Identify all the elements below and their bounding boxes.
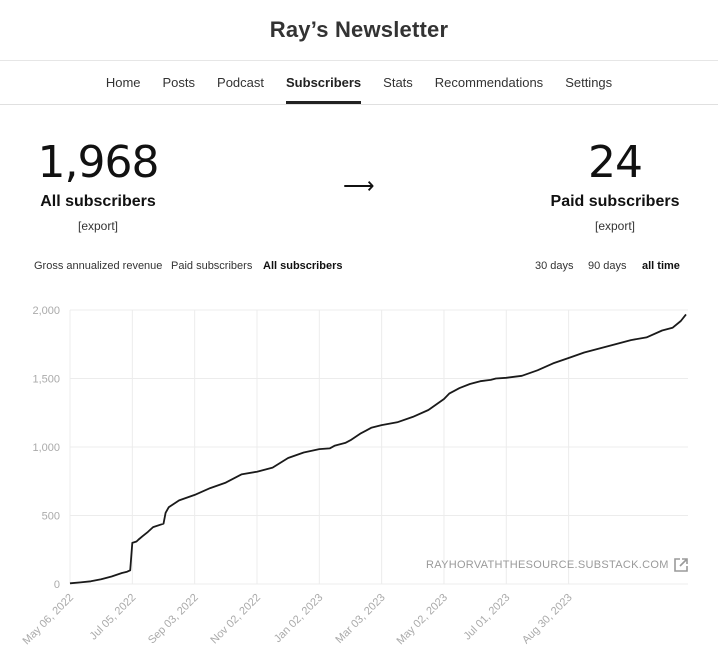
x-tick-label: Nov 02, 2022	[208, 592, 263, 647]
all-subscribers-count: 1,968	[37, 137, 160, 188]
nav-settings[interactable]: Settings	[565, 75, 613, 90]
nav-subscribers[interactable]: Subscribers	[275, 61, 372, 104]
chart-filters: Gross annualized revenue Paid subscriber…	[0, 255, 718, 285]
nav-podcast[interactable]: Podcast	[217, 75, 265, 90]
series-line-all-subscribers	[69, 313, 687, 585]
range-90-days[interactable]: 90 days	[588, 260, 627, 272]
x-tick-label: Jan 02, 2023	[272, 592, 325, 645]
x-tick-label: Sep 03, 2022	[146, 592, 201, 647]
y-tick-label: 1,500	[32, 374, 60, 386]
nav-home[interactable]: Home	[105, 75, 141, 90]
tab-gross-annualized-revenue[interactable]: Gross annualized revenue	[34, 260, 163, 272]
x-tick-label: Jul 05, 2022	[88, 592, 139, 643]
all-subscribers-export-link[interactable]: [export]	[77, 219, 119, 233]
paid-subscribers-label: Paid subscribers	[550, 193, 680, 210]
main-nav: Home Posts Podcast Subscribers Stats Rec…	[0, 61, 718, 105]
paid-subscribers-export-link[interactable]: [export]	[594, 219, 636, 233]
y-tick-label: 2,000	[32, 305, 60, 317]
nav-recommendations[interactable]: Recommendations	[434, 75, 544, 90]
x-tick-label: Jul 01, 2023	[462, 592, 513, 643]
tab-paid-subscribers[interactable]: Paid subscribers	[171, 260, 253, 272]
y-tick-label: 500	[42, 511, 60, 523]
app-header: Ray’s Newsletter	[0, 0, 718, 61]
subscriber-summary: 1,968 All subscribers [export] ⟶ 24 Paid…	[0, 105, 718, 255]
all-subscribers-stat: 1,968 All subscribers [export]	[0, 137, 198, 234]
range-30-days[interactable]: 30 days	[535, 260, 574, 272]
y-tick-label: 0	[54, 579, 60, 591]
x-tick-label: Aug 30, 2023	[520, 592, 575, 647]
subscribers-chart: 0 500 1,000 1,500 2,000 May 06, 2022 Jul 05, 2…	[21, 305, 688, 648]
arrow-right-icon: ⟶	[343, 173, 375, 198]
nav-stats[interactable]: Stats	[383, 75, 413, 90]
external-link-icon	[673, 558, 688, 572]
publication-link-text: RAYHORVATHTHESOURCE.SUBSTACK.COM	[426, 559, 669, 571]
all-subscribers-label: All subscribers	[40, 193, 156, 210]
y-tick-label: 1,000	[32, 442, 60, 454]
newsletter-title[interactable]: Ray’s Newsletter	[269, 17, 449, 42]
x-tick-label: May 02, 2023	[394, 592, 450, 648]
tab-all-subscribers[interactable]: All subscribers	[263, 260, 343, 272]
x-tick-label: Mar 03, 2023	[333, 592, 387, 646]
nav-posts[interactable]: Posts	[162, 75, 196, 90]
paid-subscribers-count: 24	[588, 137, 643, 188]
paid-subscribers-stat: 24 Paid subscribers [export]	[515, 137, 715, 234]
publication-link[interactable]: RAYHORVATHTHESOURCE.SUBSTACK.COM	[426, 557, 689, 573]
x-tick-label: May 06, 2022	[21, 592, 77, 648]
range-all-time[interactable]: all time	[642, 260, 680, 272]
